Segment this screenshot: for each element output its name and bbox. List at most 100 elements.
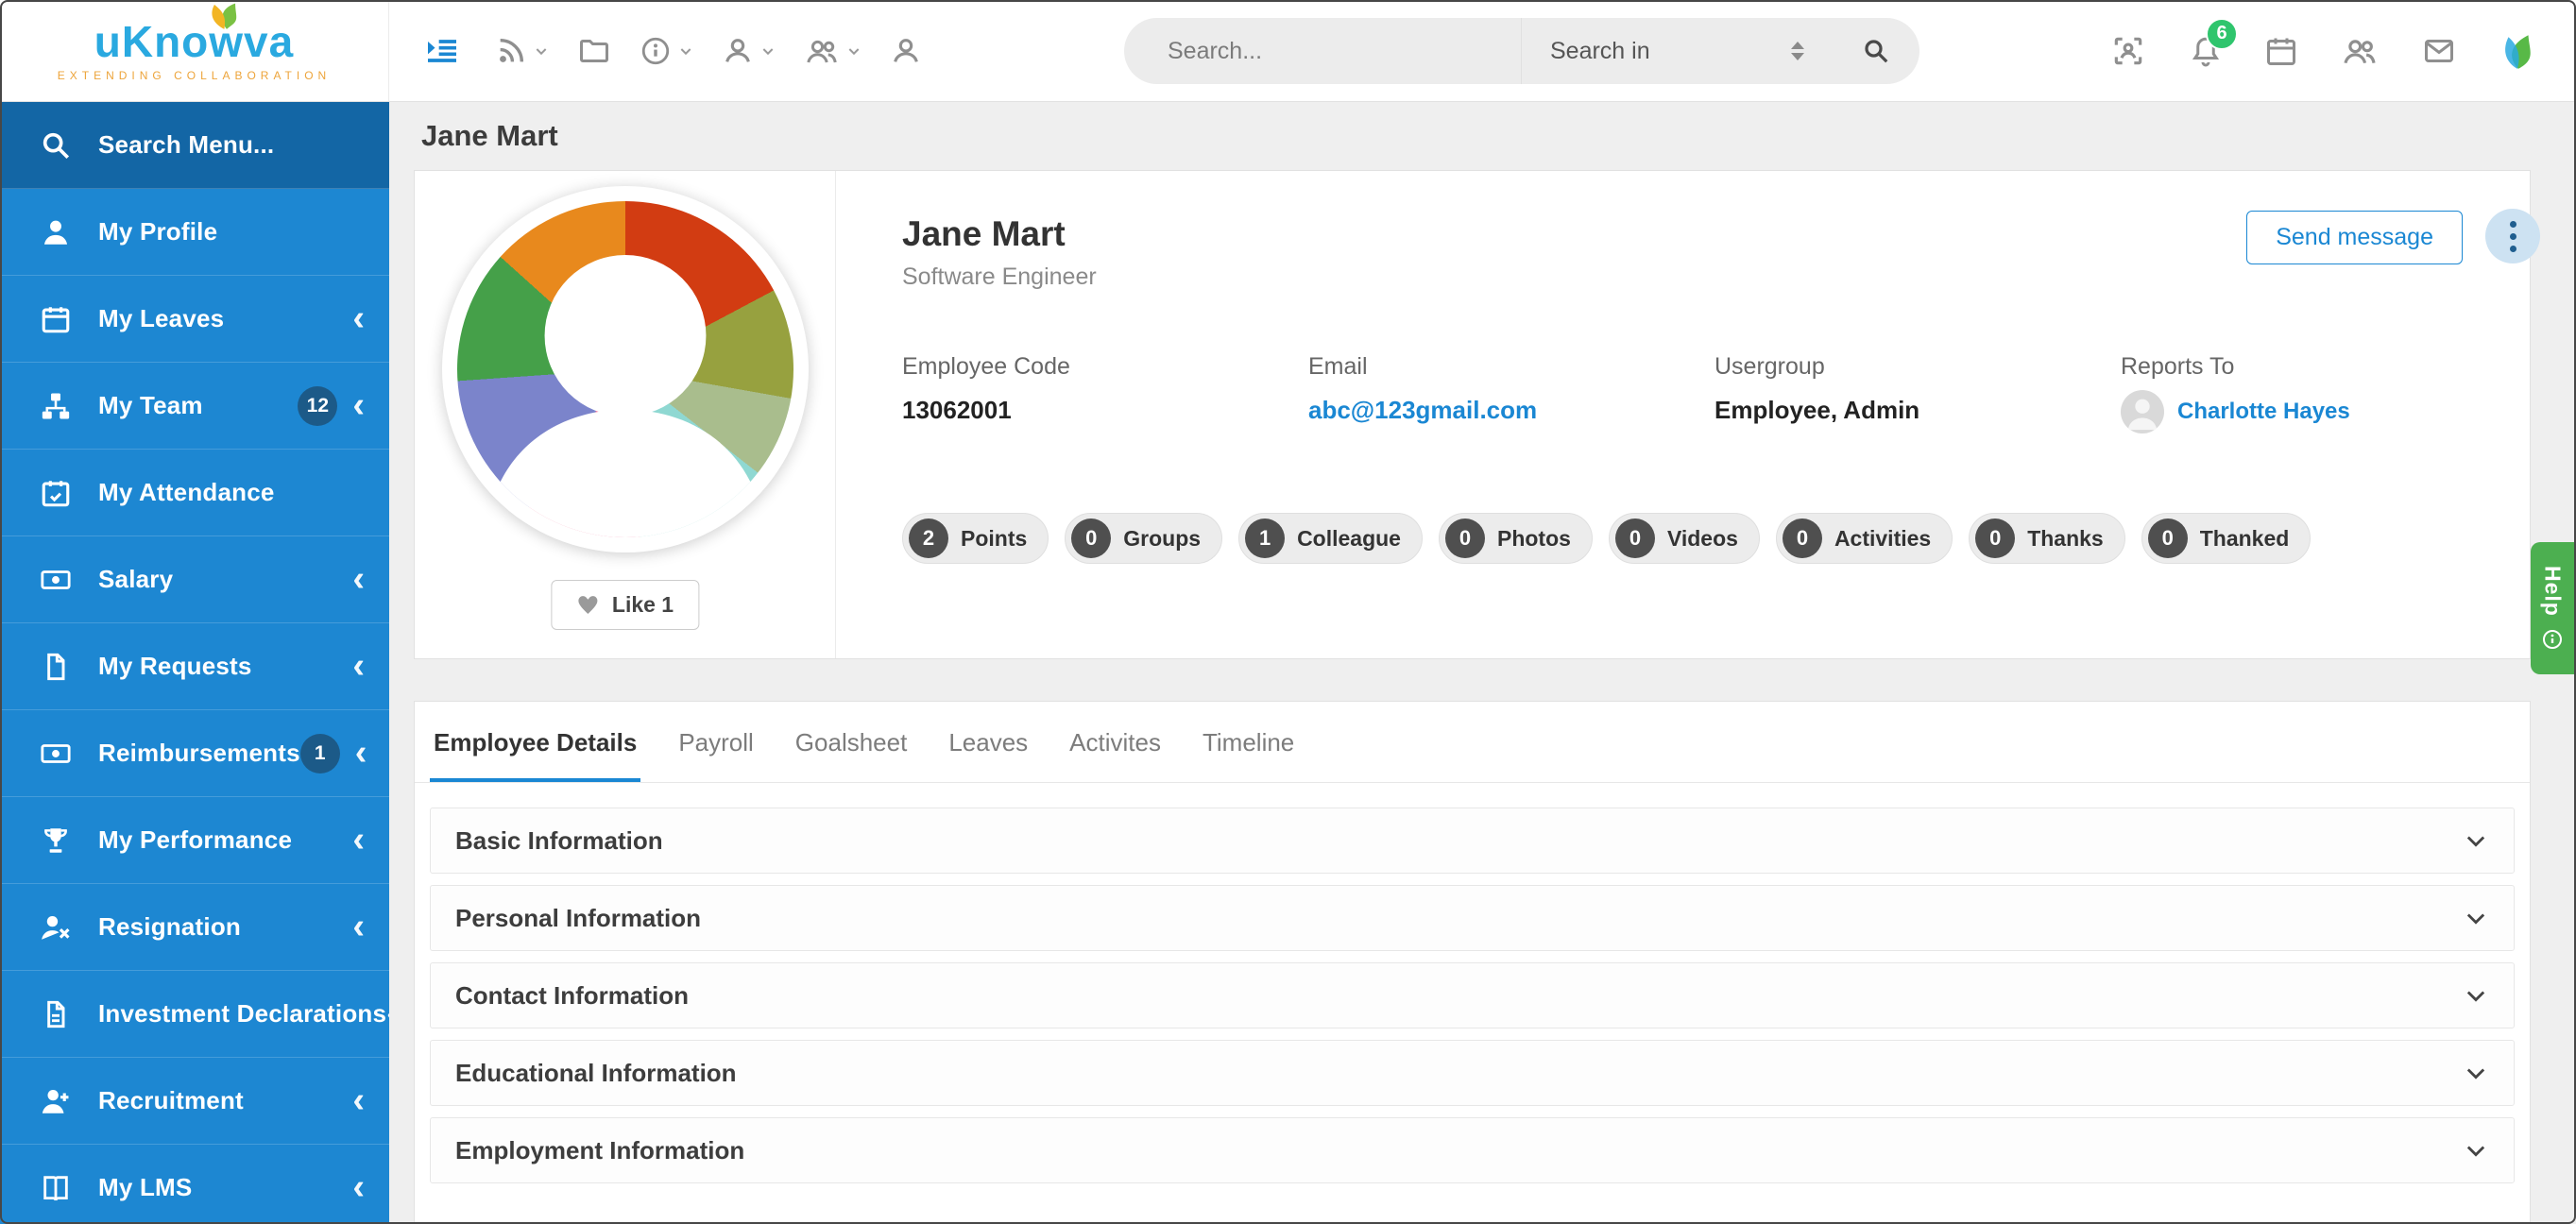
profile-role: Software Engineer <box>902 264 1097 290</box>
sidebar-item-reimbursements[interactable]: Reimbursements 1 ‹ <box>0 710 389 797</box>
stat-points[interactable]: 2 Points <box>902 513 1049 564</box>
field-label: Employee Code <box>902 353 1070 380</box>
tab-goalsheet[interactable]: Goalsheet <box>794 728 908 756</box>
file-icon <box>36 994 76 1034</box>
calendar-button[interactable] <box>2264 33 2298 69</box>
chevron-down-icon <box>680 47 691 55</box>
sidebar-item-my-lms[interactable]: My LMS ‹ <box>0 1145 389 1224</box>
help-tab[interactable]: Help <box>2531 542 2574 674</box>
like-button[interactable]: Like 1 <box>550 580 700 630</box>
chevron-down-icon <box>2463 982 2489 1009</box>
calendar-check-icon <box>36 473 76 513</box>
file-icon <box>36 647 76 687</box>
accordion-employment-information[interactable]: Employment Information <box>430 1117 2515 1183</box>
sidebar-item-label: My Profile <box>98 217 218 246</box>
sidebar-item-recruitment[interactable]: Recruitment ‹ <box>0 1058 389 1145</box>
topbar-right-icons: 6 <box>2109 17 2576 71</box>
stat-groups[interactable]: 0 Groups <box>1065 513 1223 564</box>
stat-label: Photos <box>1496 525 1571 551</box>
brand-logo-label: uKnowva <box>94 16 295 66</box>
sidebar-count-badge: 1 <box>299 733 340 774</box>
field-label: Usergroup <box>1714 353 1825 380</box>
brand-leaf-button[interactable] <box>2499 31 2538 71</box>
chevron-left-icon: ‹ <box>354 733 367 774</box>
user-menu[interactable] <box>722 35 776 67</box>
avatar-column: Like 1 <box>415 171 836 658</box>
send-message-button[interactable]: Send message <box>2246 211 2463 264</box>
brand-logo[interactable]: uKnowva EXTENDING COLLABORATION <box>0 0 389 101</box>
manager-avatar[interactable] <box>2121 390 2164 434</box>
tab-payroll[interactable]: Payroll <box>678 728 754 756</box>
profile-fields: Employee Code 13062001 Email abc@123gmai… <box>902 353 2527 434</box>
calendar-icon <box>2267 38 2295 65</box>
scan-badge-button[interactable] <box>2109 33 2147 69</box>
user-icon <box>725 38 750 62</box>
stat-activities[interactable]: 0 Activities <box>1775 513 1953 564</box>
search-submit-button[interactable] <box>1833 18 1919 84</box>
profile-avatar[interactable] <box>441 186 809 552</box>
accordion-educational-information[interactable]: Educational Information <box>430 1040 2515 1106</box>
rss-icon <box>500 38 524 62</box>
scan-icon <box>2114 37 2142 64</box>
people-directory-button[interactable] <box>2340 33 2380 69</box>
stat-thanked[interactable]: 0 Thanked <box>2141 513 2312 564</box>
accordion-title: Personal Information <box>455 903 702 932</box>
tab-employee-details[interactable]: Employee Details <box>430 702 641 782</box>
stat-videos[interactable]: 0 Videos <box>1608 513 1760 564</box>
more-options-button[interactable] <box>2485 209 2540 264</box>
sidebar-toggle-icon[interactable] <box>423 32 461 70</box>
accordion-title: Educational Information <box>455 1058 737 1087</box>
accordion-personal-information[interactable]: Personal Information <box>430 885 2515 951</box>
sidebar-item-investment-declarations[interactable]: Investment Declarations ‹ <box>0 971 389 1058</box>
tab-leaves[interactable]: Leaves <box>948 728 1029 756</box>
profile-menu[interactable] <box>890 35 922 67</box>
accordion-list: Basic Information Personal Information C… <box>415 783 2530 1183</box>
stat-colleague[interactable]: 1 Colleague <box>1238 513 1423 564</box>
search-in-select[interactable]: Search in <box>1521 18 1833 84</box>
info-menu[interactable] <box>640 35 693 67</box>
profile-stats: 2 Points 0 Groups 1 Colleague 0 Photos 0 <box>902 513 2527 564</box>
sidebar-item-my-leaves[interactable]: My Leaves ‹ <box>0 276 389 363</box>
sidebar-search-label: Search Menu... <box>98 130 275 159</box>
tab-activites[interactable]: Activites <box>1069 728 1161 756</box>
feeds-menu[interactable] <box>495 35 549 67</box>
sidebar-item-salary[interactable]: Salary ‹ <box>0 536 389 623</box>
user-icon <box>36 212 76 252</box>
leaf-icon <box>2505 34 2531 69</box>
book-icon <box>36 1168 76 1208</box>
chevron-down-icon <box>762 47 774 55</box>
stat-label: Groups <box>1123 525 1202 551</box>
files-menu[interactable] <box>577 34 611 68</box>
messages-button[interactable] <box>2421 34 2457 68</box>
accordion-basic-information[interactable]: Basic Information <box>430 808 2515 874</box>
manager-link[interactable]: Charlotte Hayes <box>2177 399 2350 424</box>
sidebar-item-label: My LMS <box>98 1173 193 1201</box>
groups-menu[interactable] <box>804 34 862 68</box>
sidebar-item-my-profile[interactable]: My Profile <box>0 189 389 276</box>
sidebar-item-my-attendance[interactable]: My Attendance <box>0 450 389 536</box>
sidebar-item-label: My Team <box>98 391 203 419</box>
stat-count: 0 <box>1071 518 1112 558</box>
stat-photos[interactable]: 0 Photos <box>1438 513 1593 564</box>
money-icon <box>36 734 76 774</box>
accordion-contact-information[interactable]: Contact Information <box>430 962 2515 1028</box>
sidebar-count-badge: 12 <box>298 385 338 426</box>
stat-label: Thanked <box>2199 525 2290 551</box>
brand-leaf-icon <box>202 1 251 29</box>
search-input[interactable] <box>1124 18 1521 84</box>
email-link[interactable]: abc@123gmail.com <box>1308 396 1538 424</box>
sidebar-item-my-requests[interactable]: My Requests ‹ <box>0 623 389 710</box>
accordion-title: Employment Information <box>455 1135 745 1164</box>
stat-label: Activities <box>1834 525 1932 551</box>
sidebar-item-my-team[interactable]: My Team 12 ‹ <box>0 363 389 450</box>
tab-timeline[interactable]: Timeline <box>1202 728 1295 756</box>
stat-thanks[interactable]: 0 Thanks <box>1969 513 2125 564</box>
tab-bar: Employee Details Payroll Goalsheet Leave… <box>415 702 2530 783</box>
chevron-left-icon: ‹ <box>352 1080 365 1121</box>
field-label: Reports To <box>2121 353 2235 380</box>
user-exit-icon <box>36 908 76 947</box>
sidebar-item-resignation[interactable]: Resignation ‹ <box>0 884 389 971</box>
sidebar-item-my-performance[interactable]: My Performance ‹ <box>0 797 389 884</box>
notifications-button[interactable]: 6 <box>2189 17 2238 69</box>
sidebar-search-menu[interactable]: Search Menu... <box>0 102 389 189</box>
